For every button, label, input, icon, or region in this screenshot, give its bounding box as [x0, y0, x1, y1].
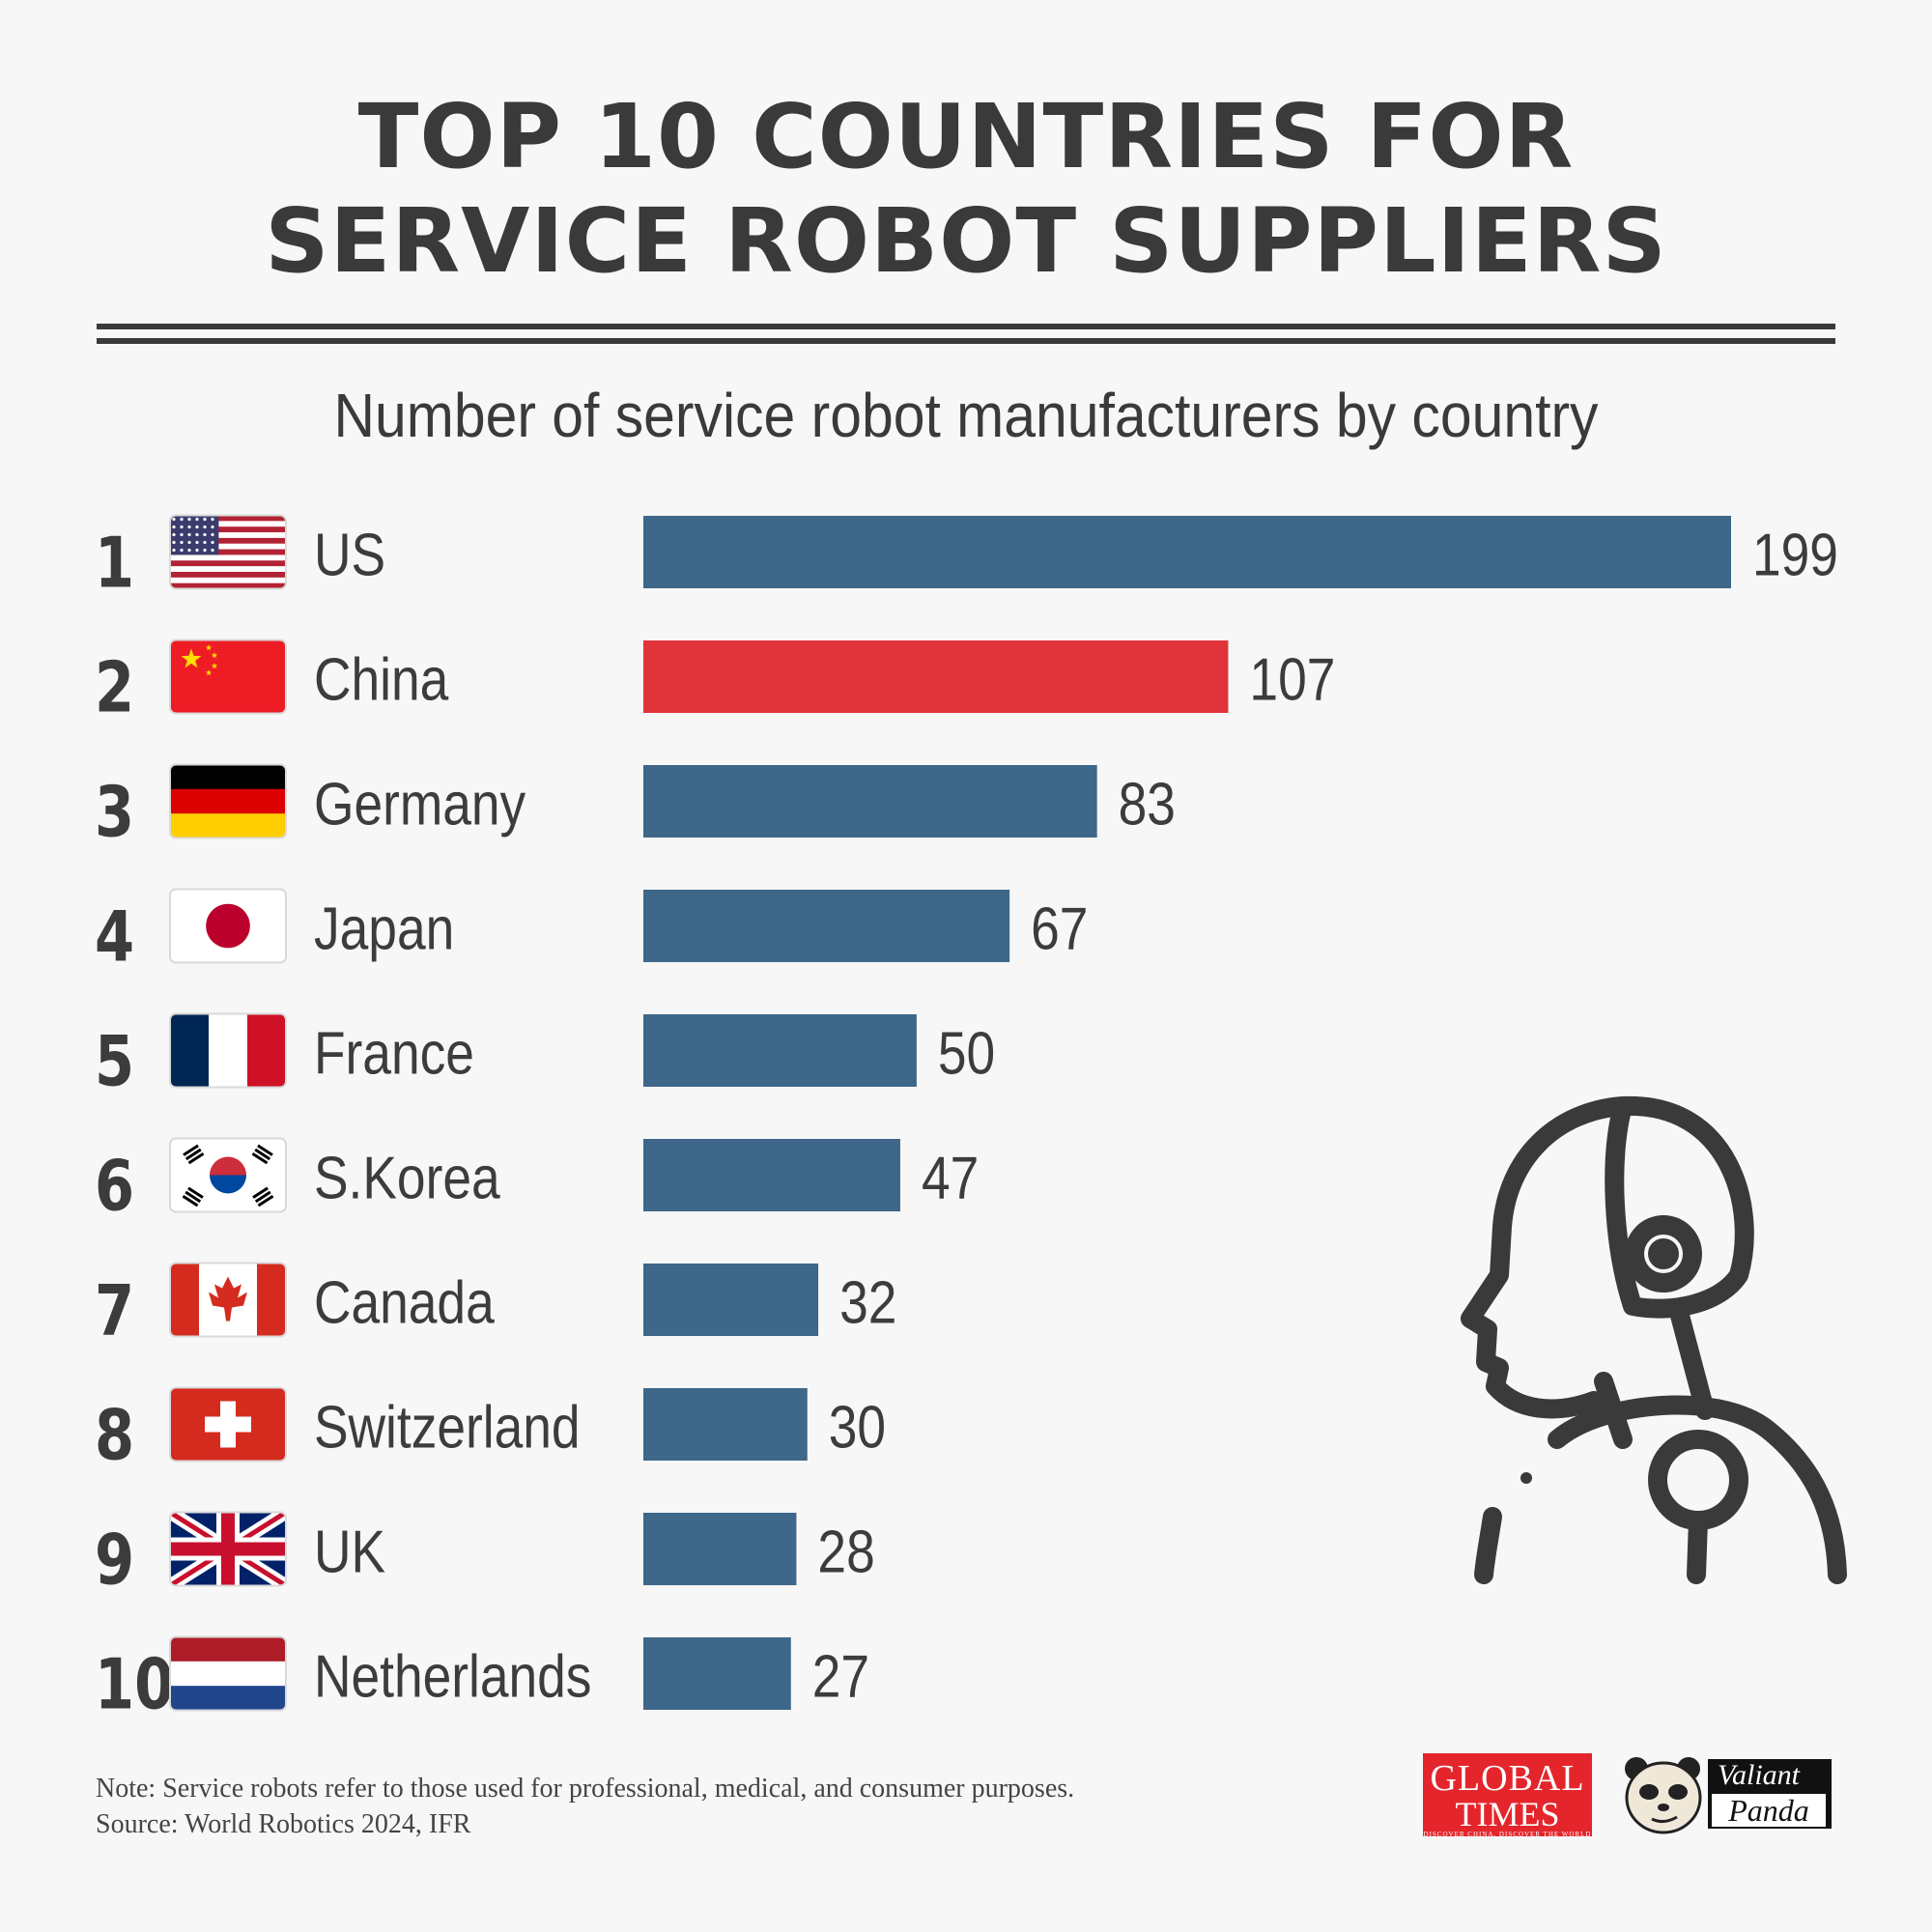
bar [643, 1139, 900, 1211]
category-label: Japan [314, 896, 454, 963]
category-label: Switzerland [314, 1395, 581, 1462]
category-label: S.Korea [314, 1146, 500, 1212]
rank-label: 9 [95, 1520, 134, 1601]
value-label: 32 [839, 1270, 896, 1337]
bar [643, 1014, 917, 1087]
bar [643, 1388, 808, 1461]
bar [643, 890, 1010, 962]
bar [643, 1513, 797, 1585]
global-times-logo-line1: GLOBAL [1430, 1758, 1585, 1799]
china-flag [169, 639, 287, 715]
value-label: 83 [1119, 772, 1176, 838]
category-label: France [314, 1021, 474, 1088]
rank-label: 5 [95, 1021, 134, 1102]
rank-label: 10 [95, 1644, 174, 1725]
rank-label: 2 [95, 647, 134, 728]
global-times-logo: GLOBAL TIMES DISCOVER CHINA, DISCOVER TH… [1423, 1753, 1592, 1838]
value-label: 47 [922, 1146, 979, 1212]
title-line-1: TOP 10 COUNTRIES FOR [357, 85, 1575, 188]
value-label: 30 [829, 1395, 886, 1462]
title-divider-top [97, 324, 1835, 329]
bar [643, 640, 1229, 713]
rank-label: 1 [95, 523, 134, 604]
rank-label: 4 [95, 896, 134, 978]
bar [643, 1637, 791, 1710]
valiant-panda-wordmark: Valiant Panda [1708, 1759, 1832, 1829]
footnote: Note: Service robots refer to those used… [96, 1774, 1075, 1804]
value-label: 107 [1249, 647, 1335, 714]
global-times-logo-line2: TIMES [1455, 1795, 1560, 1833]
category-label: UK [314, 1520, 385, 1586]
global-times-logo-tagline: DISCOVER CHINA, DISCOVER THE WORLD [1423, 1831, 1592, 1838]
value-label: 67 [1031, 896, 1088, 963]
us-flag [169, 514, 287, 590]
valiant-panda-line2: Panda [1712, 1794, 1826, 1827]
title-divider-bottom [97, 338, 1835, 344]
bar [643, 516, 1731, 588]
rank-label: 3 [95, 772, 134, 853]
value-label: 28 [817, 1520, 874, 1586]
uk-flag [169, 1511, 287, 1587]
canada-flag [169, 1262, 287, 1338]
category-label: Canada [314, 1270, 496, 1337]
category-label: Germany [314, 772, 526, 838]
rank-label: 6 [95, 1146, 134, 1227]
netherlands-flag [169, 1635, 287, 1712]
japan-flag [169, 888, 287, 964]
france-flag [169, 1012, 287, 1089]
value-label: 27 [812, 1644, 869, 1711]
panda-icon [1625, 1757, 1702, 1834]
value-label: 199 [1752, 523, 1838, 589]
germany-flag [169, 763, 287, 839]
robot-head-icon [1461, 1095, 1847, 1584]
category-label: US [314, 523, 385, 589]
category-label: China [314, 647, 449, 714]
rank-label: 8 [95, 1395, 134, 1476]
rank-label: 7 [95, 1270, 134, 1351]
south-korea-flag [169, 1137, 287, 1213]
switzerland-flag [169, 1386, 287, 1463]
bar [643, 1264, 819, 1336]
chart-title: TOP 10 COUNTRIES FOR SERVICE ROBOT SUPPL… [0, 85, 1932, 294]
valiant-panda-line1: Valiant [1718, 1759, 1801, 1791]
valiant-panda-logo: Valiant Panda [1623, 1753, 1835, 1836]
source-note: Source: World Robotics 2024, IFR [96, 1809, 471, 1839]
bar [643, 765, 1097, 838]
chart-subtitle: Number of service robot manufacturers by… [333, 381, 1599, 450]
value-label: 50 [938, 1021, 995, 1088]
category-label: Netherlands [314, 1644, 591, 1711]
title-line-2: SERVICE ROBOT SUPPLIERS [265, 189, 1667, 293]
